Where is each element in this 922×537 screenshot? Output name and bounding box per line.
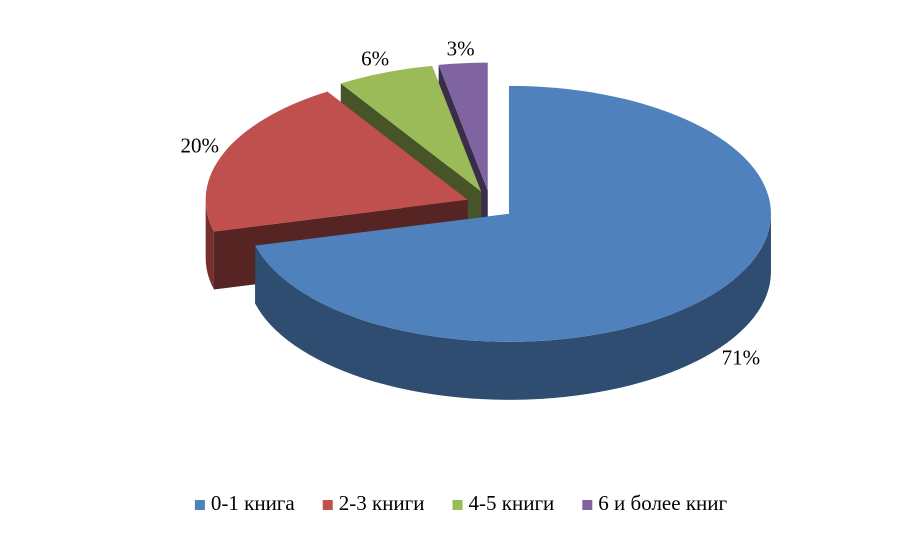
legend-marker xyxy=(194,500,205,510)
legend-item: 2-3 книги xyxy=(322,491,425,515)
slice-top xyxy=(205,91,468,232)
data-label: 3% xyxy=(447,36,475,60)
legend-item: 4-5 книги xyxy=(452,491,555,515)
slice-top xyxy=(255,85,771,342)
slice-top xyxy=(438,62,488,191)
legend-label: 2-3 книги xyxy=(339,491,425,515)
slice-side xyxy=(255,213,771,400)
legend-item: 0-1 книга xyxy=(194,491,296,515)
data-label: 6% xyxy=(361,47,389,71)
slice-side xyxy=(205,199,214,290)
slice-top xyxy=(340,65,482,192)
data-label: 20% xyxy=(180,134,219,158)
legend-label: 4-5 книги xyxy=(469,491,555,515)
slice xyxy=(255,85,771,400)
legend-label: 6 и более книг xyxy=(598,491,727,515)
legend-marker xyxy=(452,500,463,510)
legend-marker xyxy=(322,500,333,510)
legend-marker xyxy=(582,500,593,510)
data-label: 71% xyxy=(722,346,761,370)
legend-item: 6 и более книг xyxy=(582,491,728,515)
legend-label: 0-1 книга xyxy=(211,491,296,515)
